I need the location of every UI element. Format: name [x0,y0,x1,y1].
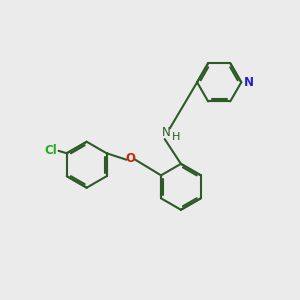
Text: N: N [162,126,171,139]
Text: Cl: Cl [44,144,57,158]
Text: O: O [126,152,136,165]
Text: N: N [244,76,254,89]
Text: H: H [172,132,181,142]
